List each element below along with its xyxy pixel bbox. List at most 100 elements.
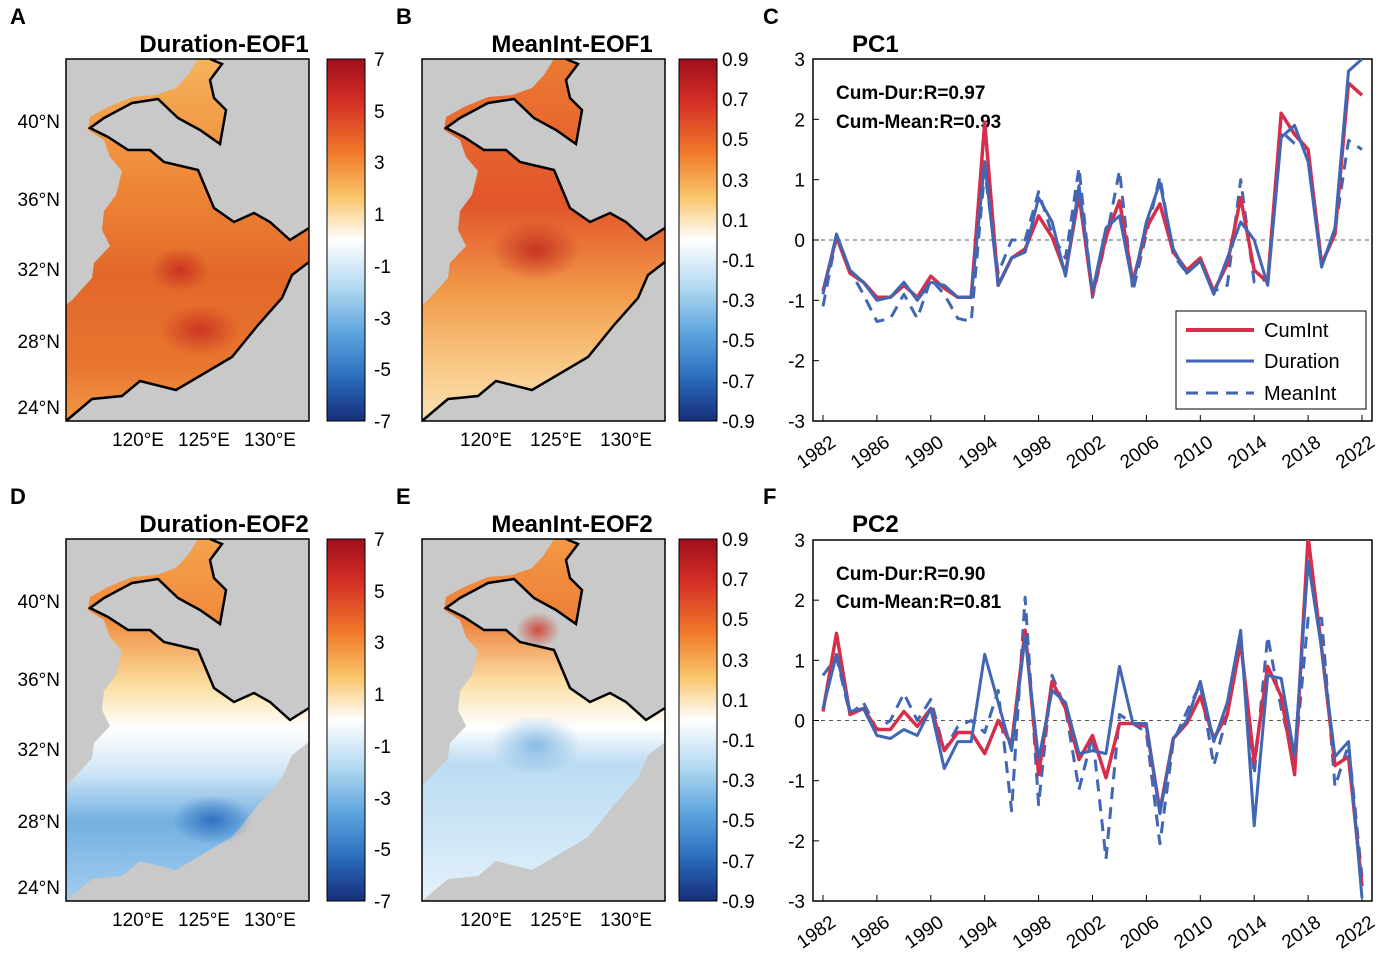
y-tick-label: -1 [788, 772, 805, 793]
colorbar-tick: 0.7 [722, 90, 748, 111]
colorbar-tick: 7 [374, 50, 385, 71]
y-tick-label: -3 [788, 892, 805, 913]
lon-label: 125°E [178, 910, 230, 931]
x-tick-label: 2006 [1117, 432, 1164, 473]
x-tick-label: 2022 [1332, 912, 1379, 953]
lon-label: 120°E [112, 910, 164, 931]
map-panel-a: A Duration-EOF1 40°N 36°N 32°N 28°N 24°N… [10, 4, 310, 451]
y-tick-label: 1 [794, 171, 805, 192]
y-tick-label: 0 [794, 231, 805, 252]
colorbar-tick: -7 [374, 892, 391, 913]
panel-letter-a: A [10, 4, 26, 29]
map-title-a: Duration-EOF1 [139, 31, 308, 58]
colorbar-tick: -0.7 [722, 852, 755, 873]
panel-letter-e: E [396, 484, 411, 509]
lat-label: 40°N [18, 112, 60, 133]
correlation-cum-mean: Cum-Mean:R=0.81 [836, 592, 1002, 613]
colorbar-tick: -0.9 [722, 412, 755, 433]
anomaly-core [491, 715, 581, 775]
chart-pc2: F PC2 Cum-Dur:R=0.90 Cum-Mean:R=0.81 3 2 1… [763, 484, 1379, 953]
y-tick-label: 3 [794, 531, 805, 552]
anomaly-core [160, 305, 240, 355]
lon-axis-labels: 120°E 125°E 130°E [112, 430, 296, 451]
lon-label: 120°E [112, 430, 164, 451]
colorbar-meanint-2: 0.9 0.7 0.5 0.3 0.1 -0.1 -0.3 -0.5 -0.7 … [678, 530, 755, 913]
y-tick-label: 2 [794, 110, 805, 131]
anomaly-core [172, 795, 252, 845]
lat-label: 24°N [18, 398, 60, 419]
x-tick-label: 1982 [793, 432, 840, 473]
panel-letter-b: B [396, 4, 412, 29]
x-tick-label: 2010 [1170, 432, 1217, 473]
x-tick-label: 1998 [1009, 912, 1056, 953]
lon-label: 130°E [600, 430, 652, 451]
map-panel-e: E MeanInt-EOF2 120°E 125°E 130°E [396, 484, 666, 931]
map-frame [65, 538, 310, 902]
x-tick-label: 2022 [1332, 432, 1379, 473]
colorbar-tick: -0.9 [722, 892, 755, 913]
chart-title-pc1: PC1 [852, 31, 899, 58]
x-tick-label: 1990 [901, 432, 948, 473]
y-tick-label: 3 [794, 50, 805, 71]
correlation-cum-dur: Cum-Dur:R=0.97 [836, 83, 985, 104]
y-tick-label: -1 [788, 291, 805, 312]
coastline [421, 261, 666, 422]
lon-label: 125°E [530, 910, 582, 931]
coastline [87, 57, 310, 242]
colorbar-tick: -0.3 [722, 291, 755, 312]
colorbar-gradient [678, 538, 718, 902]
lon-label: 125°E [178, 430, 230, 451]
coastline [65, 261, 310, 422]
y-tick-label: -2 [788, 832, 805, 853]
colorbar-meanint-1: 0.9 0.7 0.5 0.3 0.1 -0.1 -0.3 -0.5 -0.7 … [678, 50, 755, 433]
colorbar-tick: 0.5 [722, 130, 748, 151]
colorbar-tick: -0.7 [722, 372, 755, 393]
correlation-cum-mean: Cum-Mean:R=0.93 [836, 112, 1001, 133]
colorbar-duration-1: 7 5 3 1 -1 -3 -5 -7 [326, 50, 391, 433]
colorbar-tick: 5 [374, 102, 385, 123]
x-tick-label: 1994 [955, 912, 1002, 954]
colorbar-tick: 3 [374, 153, 385, 174]
anomaly-core [491, 220, 581, 280]
legend: CumInt Duration MeanInt [1175, 310, 1367, 410]
y-tick-label: -2 [788, 352, 805, 373]
lon-label: 125°E [530, 430, 582, 451]
lat-label: 36°N [18, 190, 60, 211]
colorbar-tick: 0.7 [722, 570, 748, 591]
colorbar-tick: 0.9 [722, 530, 748, 551]
x-tick-label: 2002 [1063, 912, 1110, 953]
panel-letter-f: F [763, 484, 776, 509]
colorbar-tick: -3 [374, 309, 391, 330]
colorbar-gradient [678, 58, 718, 422]
x-tick-label: 2014 [1224, 912, 1271, 954]
lon-label: 120°E [460, 430, 512, 451]
colorbar-gradient [326, 58, 366, 422]
x-tick-label: 1994 [955, 432, 1002, 474]
map-frame [421, 538, 666, 902]
colorbar-tick: 0.5 [722, 610, 748, 631]
lat-axis-labels: 40°N 36°N 32°N 28°N 24°N [18, 112, 60, 419]
colorbar-tick: -1 [374, 737, 391, 758]
lon-label: 130°E [244, 910, 296, 931]
colorbar-tick: -0.1 [722, 251, 755, 272]
x-tick-label: 1986 [847, 912, 894, 953]
colorbar-tick: -0.5 [722, 811, 755, 832]
correlation-cum-dur: Cum-Dur:R=0.90 [836, 564, 985, 585]
map-title-e: MeanInt-EOF2 [491, 511, 652, 538]
map-title-d: Duration-EOF2 [139, 511, 308, 538]
series-line-cumint [821, 540, 1364, 887]
legend-label-duration: Duration [1264, 351, 1340, 373]
colorbar-tick: -5 [374, 360, 391, 381]
map-frame [65, 58, 310, 422]
lat-label: 32°N [18, 740, 60, 761]
colorbar-tick: 1 [374, 205, 385, 226]
colorbar-tick: 0.1 [722, 691, 748, 712]
colorbar-tick: 7 [374, 530, 385, 551]
colorbar-tick: -0.3 [722, 771, 755, 792]
series-line-meanint [821, 595, 1364, 878]
colorbar-tick: 3 [374, 633, 385, 654]
lat-label: 28°N [18, 812, 60, 833]
anomaly-core [516, 612, 560, 648]
chart-title-pc2: PC2 [852, 511, 899, 538]
x-tick-label: 2002 [1063, 432, 1110, 473]
